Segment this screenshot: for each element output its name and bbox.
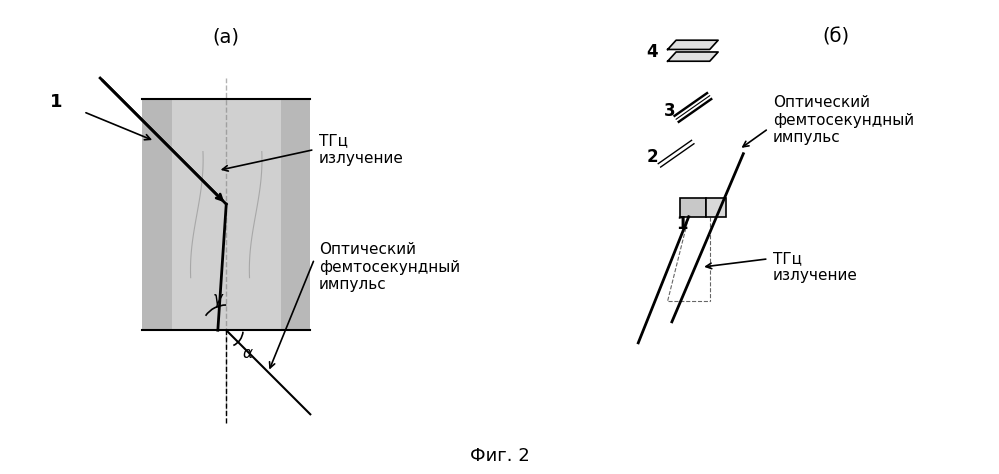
Text: 4: 4 (646, 43, 658, 61)
Text: Фиг. 2: Фиг. 2 (470, 447, 529, 465)
Text: ТГц
излучение: ТГц излучение (773, 251, 857, 283)
Text: 1: 1 (50, 93, 62, 111)
Bar (142, 99, 172, 330)
Text: (б): (б) (822, 27, 849, 46)
Text: (а): (а) (213, 27, 240, 46)
Bar (705, 198, 725, 217)
Text: 1: 1 (676, 215, 687, 233)
Bar (142, 99, 311, 330)
Text: α: α (242, 346, 253, 361)
Polygon shape (667, 52, 718, 61)
Bar (281, 99, 311, 330)
Text: Оптический
фемтосекундный
импульс: Оптический фемтосекундный импульс (773, 95, 914, 145)
Text: 3: 3 (663, 102, 675, 120)
Polygon shape (667, 40, 718, 49)
Text: 2: 2 (646, 148, 658, 166)
Text: Оптический
фемтосекундный
импульс: Оптический фемтосекундный импульс (319, 242, 460, 292)
Text: γ: γ (213, 290, 223, 308)
Text: ТГц
излучение: ТГц излучение (319, 133, 404, 166)
Bar (680, 198, 705, 217)
